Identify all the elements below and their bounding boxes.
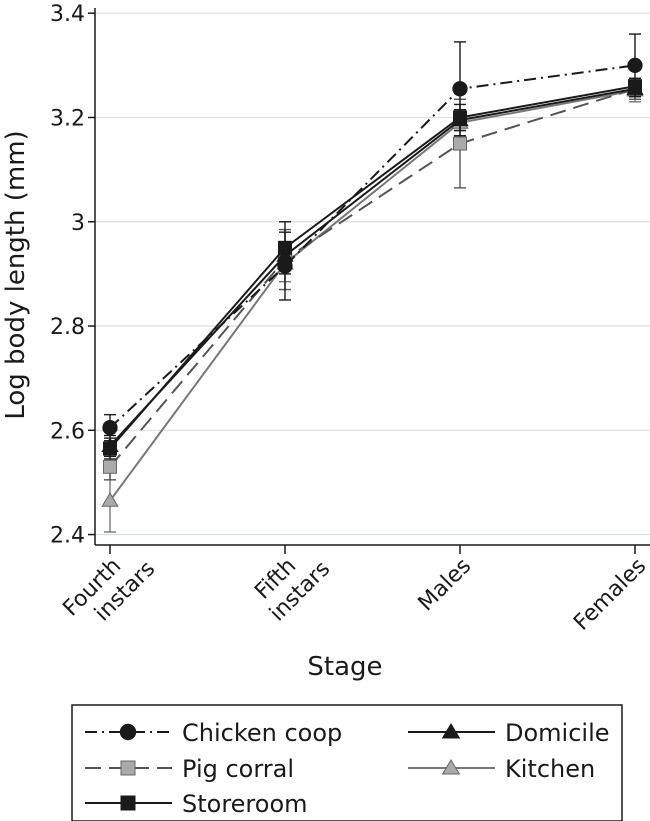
legend-item-storeroom: Storeroom — [85, 790, 308, 818]
legend-marker — [119, 723, 137, 741]
legend-item-kitchen: Kitchen — [408, 755, 595, 783]
data-point — [103, 441, 117, 456]
data-point — [103, 459, 117, 474]
series-line — [109, 87, 636, 447]
series-storeroom — [103, 77, 642, 460]
y-tick-label: 2.4 — [50, 524, 85, 549]
x-tick-label: Fifthinstars — [247, 538, 335, 626]
series-line — [109, 87, 636, 468]
y-axis-title: Log body length (mm) — [1, 130, 31, 419]
x-tick-label: Males — [414, 554, 477, 617]
series-line — [109, 64, 636, 429]
data-point — [452, 81, 468, 97]
legend-label: Storeroom — [182, 790, 308, 818]
data-point — [627, 57, 643, 73]
legend-marker — [441, 723, 461, 739]
legend-marker — [441, 759, 461, 775]
y-tick-label: 3 — [71, 211, 85, 236]
y-tick-label: 3.4 — [50, 2, 85, 27]
y-tick-label: 2.8 — [50, 315, 85, 340]
x-axis-title: Stage — [307, 652, 382, 682]
data-point — [453, 136, 467, 151]
legend-label: Domicile — [505, 719, 610, 747]
x-tick-label: Females — [569, 554, 650, 636]
legend-label: Chicken coop — [182, 719, 342, 747]
data-point — [277, 258, 293, 274]
y-tick-label: 3.2 — [50, 106, 85, 131]
series-line — [109, 89, 636, 502]
legend-marker — [120, 795, 136, 811]
data-point — [101, 492, 119, 507]
legend-item-chicken-coop: Chicken coop — [85, 719, 342, 747]
series-pig-corral — [103, 77, 642, 481]
legend-marker — [120, 760, 136, 776]
series-chicken-coop — [102, 33, 643, 442]
y-tick-label: 2.6 — [50, 419, 85, 444]
legend-box — [71, 704, 623, 821]
legend: Chicken coop Domicile Pig corral Kitchen Sto… — [71, 704, 623, 821]
legend-item-domicile: Domicile — [408, 719, 610, 747]
series-layer — [101, 33, 644, 533]
legend-item-pig-corral: Pig corral — [85, 755, 294, 783]
series-kitchen — [101, 77, 644, 533]
gridlines — [95, 12, 650, 536]
series-line — [109, 85, 636, 450]
legend-label: Pig corral — [182, 755, 294, 783]
legend-label: Kitchen — [505, 755, 595, 783]
data-point — [102, 420, 118, 436]
